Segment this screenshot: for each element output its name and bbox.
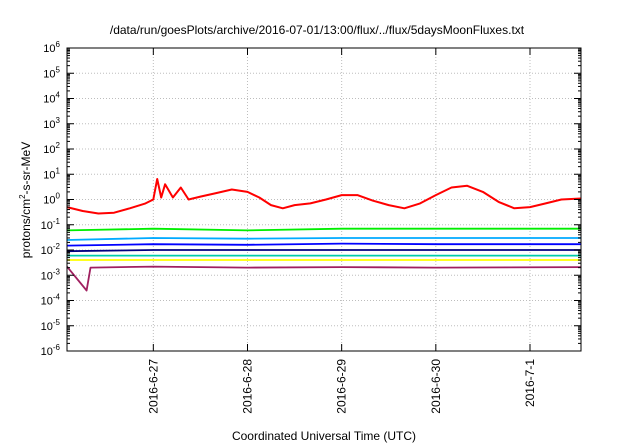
series-line-5 bbox=[66, 249, 581, 253]
y-tick-label: 106 bbox=[43, 40, 60, 55]
x-tick-label: 2016-6-28 bbox=[240, 359, 254, 414]
y-axis-label: protons/cm2-s-sr-MeV bbox=[18, 142, 33, 258]
series-line-2 bbox=[66, 227, 581, 232]
x-tick-label: 2016-6-29 bbox=[335, 359, 349, 414]
y-tick-label: 101 bbox=[43, 166, 60, 181]
y-tick-label-base: 10 bbox=[43, 43, 55, 55]
y-tick-label-exponent: -5 bbox=[53, 318, 61, 327]
y-tick-label-base: 10 bbox=[43, 195, 55, 207]
y-tick-label-base: 10 bbox=[41, 220, 53, 232]
y-tick-label-base: 10 bbox=[43, 68, 55, 80]
y-tick-label-base: 10 bbox=[41, 270, 53, 282]
x-tick-label: 2016-6-27 bbox=[146, 359, 160, 414]
y-axis-label-rest: -s-sr-MeV bbox=[19, 142, 33, 195]
series-line-4 bbox=[66, 242, 581, 247]
y-tick-label-base: 10 bbox=[41, 296, 53, 308]
grid bbox=[67, 48, 581, 351]
y-tick-label-exponent: 4 bbox=[56, 91, 61, 100]
y-tick-label: 10-1 bbox=[41, 217, 61, 232]
y-tick-label-exponent: -2 bbox=[53, 242, 61, 251]
y-tick-label: 103 bbox=[43, 116, 60, 131]
y-tick-label-base: 10 bbox=[43, 169, 55, 181]
series-line-3 bbox=[66, 237, 581, 241]
y-axis-label-sup: 2 bbox=[18, 194, 27, 199]
y-tick-label-base: 10 bbox=[41, 245, 53, 257]
y-tick-label: 10-3 bbox=[41, 267, 61, 282]
y-tick-label: 105 bbox=[43, 65, 60, 80]
y-tick-label-base: 10 bbox=[41, 346, 53, 358]
y-tick-label-base: 10 bbox=[43, 119, 55, 131]
series-layer bbox=[66, 178, 582, 292]
y-tick-label: 104 bbox=[43, 91, 60, 106]
y-tick-label-exponent: -6 bbox=[53, 343, 61, 352]
y-tick-label: 10-5 bbox=[41, 318, 61, 333]
y-tick-label: 10-2 bbox=[41, 242, 61, 257]
y-tick-label-exponent: 3 bbox=[56, 116, 61, 125]
y-tick-label-base: 10 bbox=[43, 144, 55, 156]
series-line-1 bbox=[66, 178, 582, 215]
y-tick-label-exponent: 0 bbox=[56, 192, 61, 201]
y-axis-label-main: protons/cm bbox=[19, 199, 33, 258]
y-tick-label: 102 bbox=[43, 141, 60, 156]
x-axis: 2016-6-27 2016-6-28 2016-6-29 2016-6-30 2016… bbox=[146, 48, 537, 414]
y-tick-label-base: 10 bbox=[41, 321, 53, 333]
x-axis-label: Coordinated Universal Time (UTC) bbox=[232, 429, 416, 443]
y-tick-label: 10-6 bbox=[41, 343, 61, 358]
series-line-8 bbox=[66, 265, 582, 292]
y-tick-label-exponent: 5 bbox=[56, 65, 61, 74]
x-tick-label: 2016-7-1 bbox=[523, 359, 537, 407]
y-tick-label-exponent: 6 bbox=[56, 40, 61, 49]
y-tick-label: 100 bbox=[43, 192, 60, 207]
x-tick-label: 2016-6-30 bbox=[429, 359, 443, 414]
y-tick-label-exponent: -3 bbox=[53, 267, 61, 276]
y-axis: 10-610-510-410-310-210-11001011021031041… bbox=[41, 40, 581, 358]
y-tick-label-exponent: -4 bbox=[53, 293, 61, 302]
y-tick-label-exponent: 2 bbox=[56, 141, 61, 150]
chart-title: /data/run/goesPlots/archive/2016-07-01/1… bbox=[110, 23, 525, 37]
y-tick-label-exponent: 1 bbox=[56, 166, 61, 175]
y-tick-label-base: 10 bbox=[43, 94, 55, 106]
y-tick-label-exponent: -1 bbox=[53, 217, 61, 226]
y-tick-label: 10-4 bbox=[41, 293, 61, 308]
